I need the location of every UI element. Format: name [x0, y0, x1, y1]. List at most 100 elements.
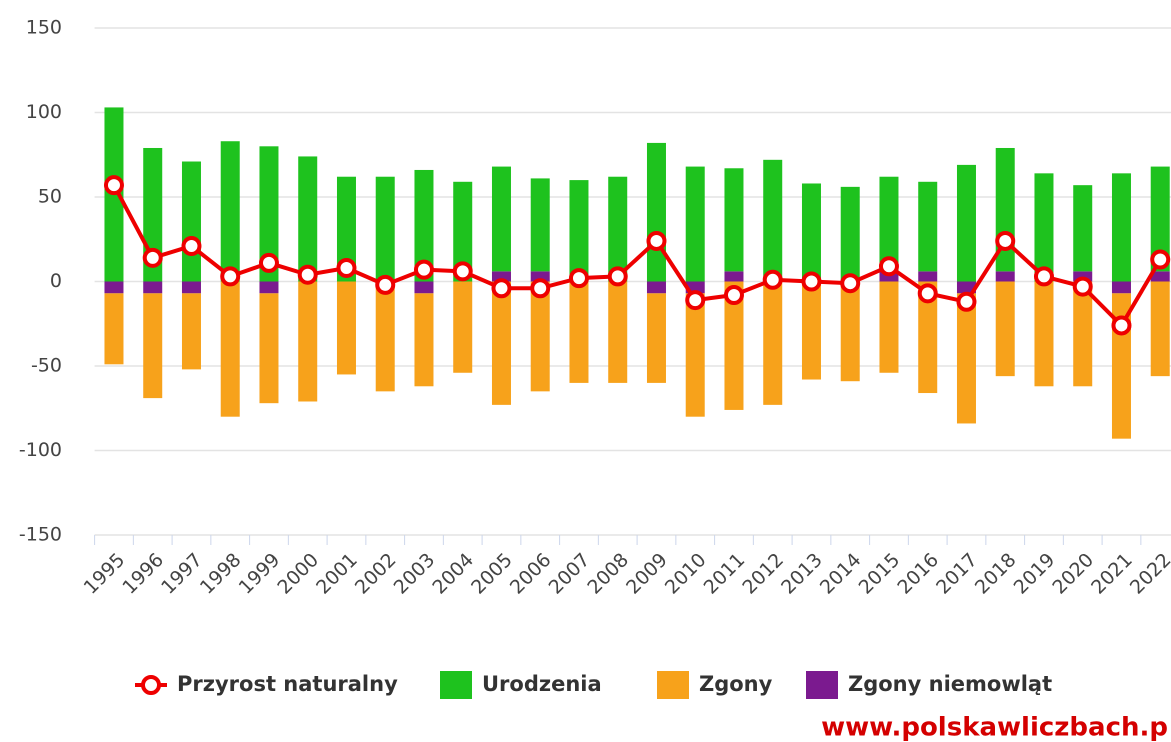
bar [375, 176, 395, 282]
bar [879, 281, 899, 373]
point [1072, 276, 1093, 297]
x-tick-label: 2007 [545, 549, 595, 599]
point [375, 274, 396, 295]
point [452, 261, 473, 282]
x-tick-label: 2011 [700, 549, 750, 599]
point [917, 283, 938, 304]
bar [259, 281, 279, 294]
bar [608, 281, 628, 383]
bar [724, 168, 744, 272]
point [1150, 249, 1171, 270]
x-tick-label: 2019 [1010, 549, 1060, 599]
bar [569, 180, 589, 282]
x-tick-label: 2008 [583, 549, 633, 599]
y-tick-label: 0 [50, 270, 62, 292]
x-tick-label: 2009 [622, 549, 672, 599]
x-tick-label: 2016 [893, 549, 943, 599]
bar [1034, 281, 1054, 387]
bar [414, 293, 434, 387]
point [103, 175, 124, 196]
y-tick-label: -150 [19, 524, 62, 546]
point [336, 257, 357, 278]
legend-marker [657, 671, 689, 699]
x-tick-label: 2020 [1048, 549, 1098, 599]
bar [763, 159, 783, 282]
legend-marker [440, 671, 472, 699]
bar [220, 281, 240, 417]
bar [879, 271, 899, 282]
line [112, 184, 1162, 329]
bar [1111, 173, 1131, 282]
bar [956, 281, 976, 294]
x-tick-label: 2003 [390, 549, 440, 599]
bar [956, 293, 976, 424]
x-tick-label: 2021 [1087, 549, 1137, 599]
bar [1073, 185, 1093, 272]
bar [530, 281, 550, 392]
bar [181, 281, 201, 294]
x-tick-label: 2002 [351, 549, 401, 599]
bar [724, 271, 744, 282]
bar [1073, 271, 1093, 282]
point [1111, 315, 1132, 336]
bar [685, 281, 705, 294]
bar [763, 281, 783, 405]
bar [143, 293, 163, 399]
bar [336, 176, 356, 282]
x-tick-label: 2017 [932, 549, 982, 599]
bar [956, 164, 976, 282]
x-tick-label: 1997 [157, 549, 207, 599]
bar [181, 161, 201, 282]
bar [995, 281, 1015, 377]
x-tick-label: 1996 [118, 549, 168, 599]
y-tick-label: 150 [26, 17, 62, 39]
legend-label: Urodzenia [482, 672, 602, 696]
bar [143, 281, 163, 294]
point [181, 236, 202, 257]
bar [608, 176, 628, 282]
point [568, 268, 589, 289]
legend-label: Zgony [699, 672, 773, 696]
y-tick-label: -50 [31, 355, 62, 377]
x-tick-label: 2014 [816, 549, 866, 599]
bar [569, 281, 589, 383]
bar [414, 281, 434, 294]
bar [453, 181, 473, 282]
bar [646, 142, 666, 282]
bar [646, 293, 666, 383]
x-tick-label: 2015 [855, 549, 905, 599]
x-tick-label: 2005 [467, 549, 517, 599]
bar [298, 156, 318, 282]
legend-marker [141, 675, 161, 695]
bar [104, 293, 124, 365]
point [258, 252, 279, 273]
bar [1073, 281, 1093, 387]
bar [879, 176, 899, 272]
point [840, 273, 861, 294]
point [220, 266, 241, 287]
y-tick-label: -100 [19, 439, 62, 461]
x-tick-label: 2010 [661, 549, 711, 599]
point [723, 285, 744, 306]
bar [801, 281, 821, 380]
bar [530, 178, 550, 272]
bar [995, 271, 1015, 282]
point [685, 290, 706, 311]
x-tick-label: 2018 [971, 549, 1021, 599]
bar [918, 181, 938, 272]
watermark: www.polskawliczbach.p [821, 713, 1168, 742]
x-tick-label: 2000 [273, 549, 323, 599]
point [646, 230, 667, 251]
x-tick-label: 2001 [312, 549, 362, 599]
x-tick-label: 1998 [196, 549, 246, 599]
bar [1150, 271, 1170, 282]
bar [375, 281, 395, 392]
bar [724, 281, 744, 410]
bar [646, 281, 666, 294]
point [956, 291, 977, 312]
x-tick-label: 1999 [235, 549, 285, 599]
bar [685, 166, 705, 282]
bar [298, 281, 318, 402]
x-tick-label: 1995 [80, 549, 130, 599]
